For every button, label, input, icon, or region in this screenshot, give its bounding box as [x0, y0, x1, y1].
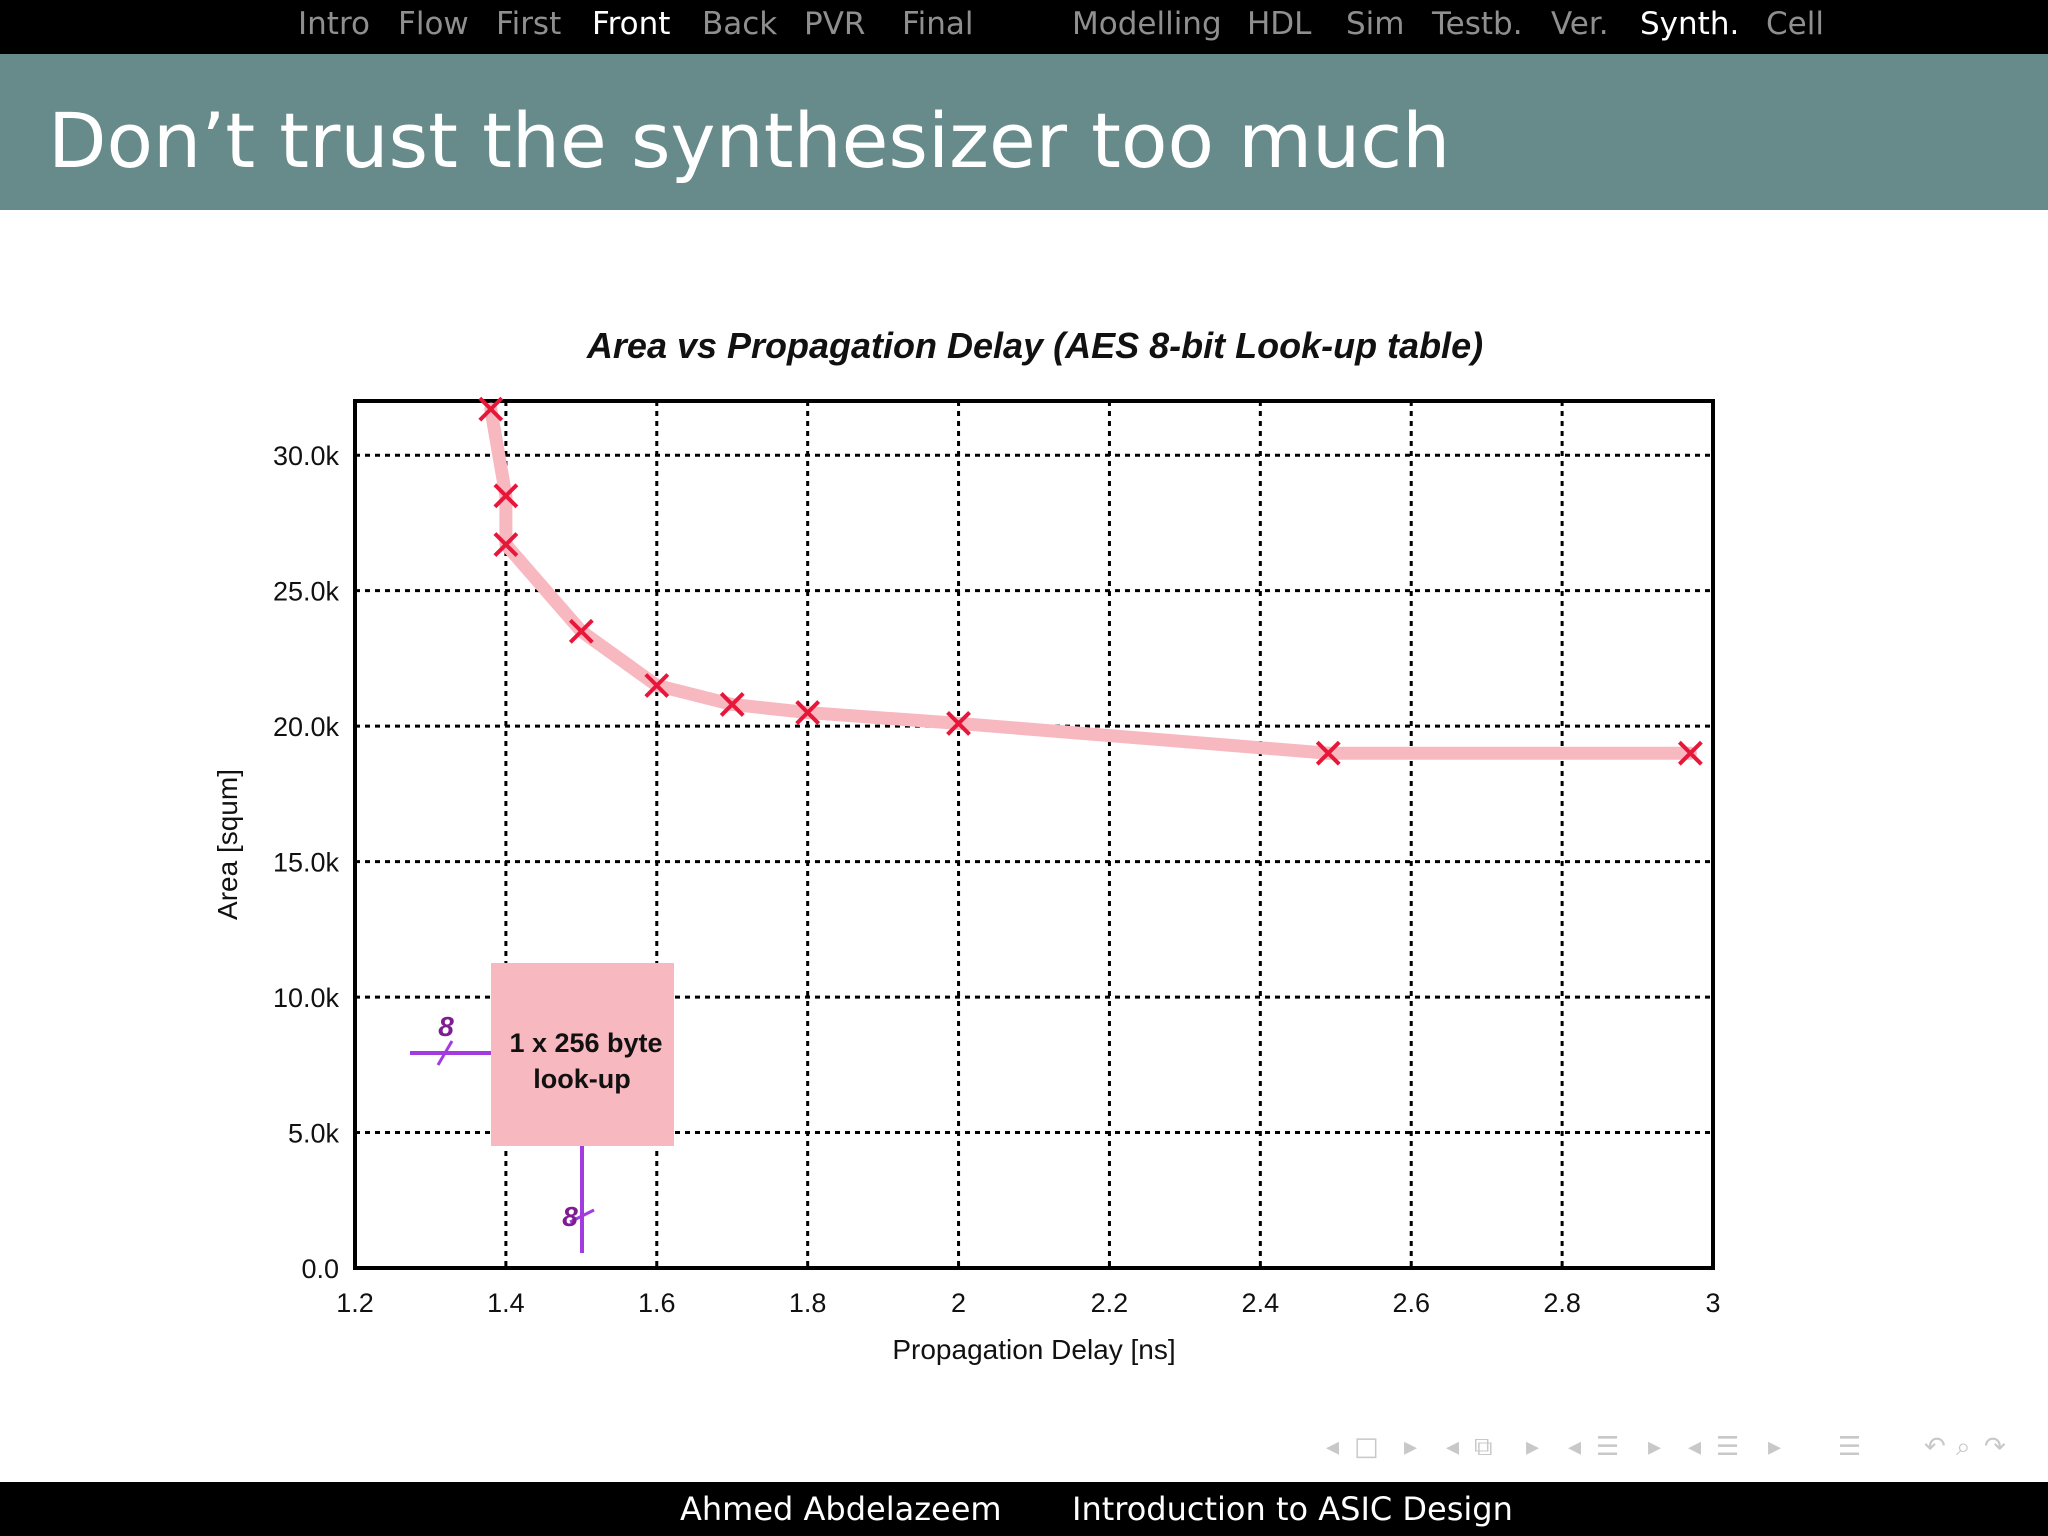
- nav-final[interactable]: Final: [902, 6, 974, 42]
- y-tick-label: 0.0: [301, 1254, 339, 1284]
- nav-first[interactable]: First: [496, 6, 562, 42]
- subsection-nav: Modelling HDL Sim Testb. Ver. Synth. Cel…: [1024, 0, 2048, 54]
- nav-ver[interactable]: Ver.: [1551, 6, 1609, 42]
- y-tick-label: 5.0k: [288, 1119, 340, 1149]
- nav-synth[interactable]: Synth.: [1640, 6, 1740, 42]
- data-point-marker: [493, 483, 519, 509]
- footer-author-panel: Ahmed Abdelazeem: [0, 1482, 1024, 1536]
- lookup-label-line1: 1 x 256 byte: [509, 1028, 662, 1058]
- y-tick-label: 15.0k: [273, 848, 340, 878]
- x-tick-label: 2.6: [1392, 1288, 1430, 1318]
- slide-title: Don’t trust the synthesizer too much: [48, 96, 1451, 185]
- y-tick-label: 20.0k: [273, 712, 340, 742]
- prev-subsection-icon[interactable]: ◂: [1446, 1432, 1460, 1462]
- footer-course-panel: Introduction to ASIC Design: [1024, 1482, 2048, 1536]
- data-point-marker: [719, 692, 745, 717]
- next-frame-icon[interactable]: ▸: [1404, 1432, 1418, 1462]
- y-tick-label: 10.0k: [273, 983, 340, 1013]
- footer-bar: Ahmed Abdelazeem Introduction to ASIC De…: [0, 1482, 2048, 1536]
- next-part-icon[interactable]: ▸: [1768, 1432, 1782, 1462]
- nav-testb[interactable]: Testb.: [1432, 6, 1523, 42]
- section-icon[interactable]: ☰: [1596, 1432, 1620, 1462]
- section-nav: Intro Flow First Front Back PVR Final: [0, 0, 1024, 54]
- data-point-marker: [644, 673, 670, 698]
- chart-title: Area vs Propagation Delay (AES 8-bit Loo…: [586, 325, 1483, 366]
- lookup-label-line2: look-up: [533, 1064, 630, 1094]
- data-point-marker: [493, 532, 519, 558]
- nav-modelling[interactable]: Modelling: [1072, 6, 1222, 42]
- footer-author: Ahmed Abdelazeem: [680, 1490, 1002, 1528]
- y-tick-label: 30.0k: [273, 441, 340, 471]
- prev-part-icon[interactable]: ◂: [1688, 1432, 1702, 1462]
- nav-pvr[interactable]: PVR: [804, 6, 866, 42]
- series-line: [484, 402, 1697, 760]
- input-width-slash: [436, 1040, 454, 1066]
- next-subsection-icon[interactable]: ▸: [1526, 1432, 1540, 1462]
- x-tick-label: 1.2: [336, 1288, 374, 1318]
- search-icon[interactable]: ⌕: [1956, 1432, 1971, 1462]
- top-navigation-bar: Intro Flow First Front Back PVR Final Mo…: [0, 0, 2048, 54]
- data-point-marker: [568, 618, 594, 644]
- nav-front[interactable]: Front: [592, 6, 671, 42]
- frame-icon[interactable]: □: [1354, 1432, 1379, 1462]
- nav-back[interactable]: Back: [702, 6, 778, 42]
- nav-cell[interactable]: Cell: [1766, 6, 1824, 42]
- plot-frame: [353, 399, 1715, 1270]
- y-tick-label: 25.0k: [273, 577, 340, 607]
- x-tick-label: 2.4: [1242, 1288, 1280, 1318]
- undo-icon[interactable]: ↶: [1924, 1432, 1946, 1462]
- x-tick-label: 2.8: [1543, 1288, 1581, 1318]
- prev-frame-icon[interactable]: ◂: [1326, 1432, 1340, 1462]
- data-point-marker: [1677, 740, 1703, 766]
- title-bar: Don’t trust the synthesizer too much: [0, 54, 2048, 210]
- data-point-marker: [946, 711, 971, 736]
- part-icon[interactable]: ☰: [1716, 1432, 1740, 1462]
- footer-course: Introduction to ASIC Design: [1072, 1490, 1513, 1528]
- x-tick-label: 1.6: [638, 1288, 676, 1318]
- x-tick-label: 2: [951, 1288, 966, 1318]
- output-width-slash: [569, 1208, 595, 1224]
- area-vs-delay-chart: Area vs Propagation Delay (AES 8-bit Loo…: [212, 325, 1721, 1365]
- lookup-table-block: [491, 963, 674, 1146]
- data-point-marker: [1315, 740, 1341, 766]
- nav-hdl[interactable]: HDL: [1247, 6, 1312, 42]
- x-tick-label: 1.8: [789, 1288, 827, 1318]
- toc-icon[interactable]: ☰: [1838, 1432, 1862, 1462]
- beamer-navigation-controls: ◂ □ ▸ ◂ ⧉ ▸ ◂ ☰ ▸ ◂ ☰ ▸ ☰ ↶ ⌕ ↷: [1320, 1432, 2040, 1472]
- x-tick-label: 3: [1705, 1288, 1720, 1318]
- y-axis-label: Area [squm]: [212, 769, 243, 920]
- nav-sim[interactable]: Sim: [1346, 6, 1405, 42]
- subsection-icon[interactable]: ⧉: [1474, 1432, 1493, 1462]
- x-axis-label: Propagation Delay [ns]: [892, 1334, 1175, 1365]
- prev-section-icon[interactable]: ◂: [1568, 1432, 1582, 1462]
- data-point-marker: [478, 396, 504, 422]
- x-tick-label: 2.2: [1091, 1288, 1129, 1318]
- next-section-icon[interactable]: ▸: [1648, 1432, 1662, 1462]
- nav-flow[interactable]: Flow: [398, 6, 469, 42]
- input-width-label: 8: [438, 1011, 454, 1042]
- output-width-label: 8: [562, 1201, 578, 1232]
- redo-icon[interactable]: ↷: [1984, 1432, 2006, 1462]
- nav-intro[interactable]: Intro: [298, 6, 370, 42]
- data-point-marker: [795, 700, 821, 725]
- x-tick-label: 1.4: [487, 1288, 525, 1318]
